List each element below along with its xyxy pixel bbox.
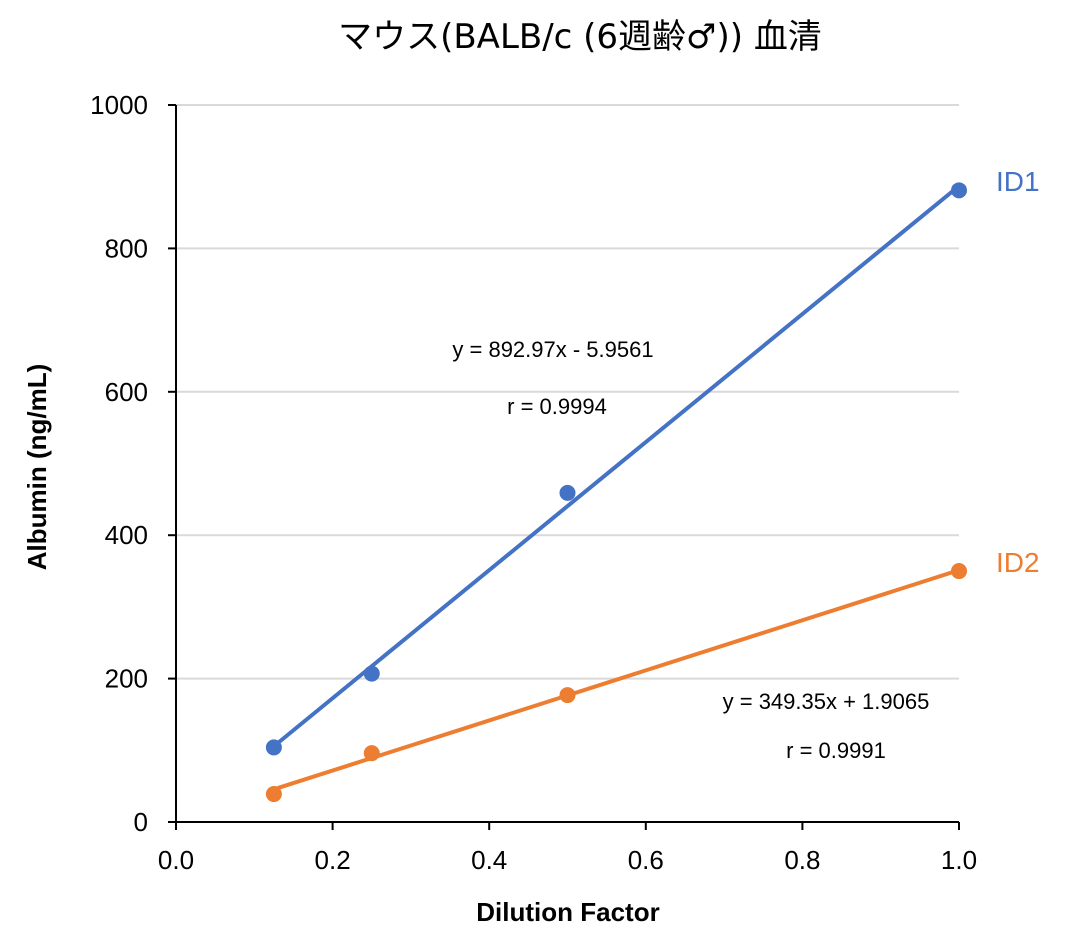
x-tick-label: 1.0 — [941, 845, 977, 875]
point-id2 — [363, 745, 380, 762]
y-tick-label: 200 — [105, 664, 148, 694]
id1-r-value: r = 0.9994 — [507, 394, 607, 419]
point-id1 — [363, 665, 380, 682]
x-tick-label: 0.8 — [784, 845, 820, 875]
y-tick-label: 400 — [105, 520, 148, 550]
y-tick-label: 600 — [105, 377, 148, 407]
trendline-id1 — [271, 184, 961, 749]
series-label-id2: ID2 — [996, 547, 1040, 578]
id1-equation: y = 892.97x - 5.9561 — [452, 337, 653, 362]
y-tick-label: 800 — [105, 233, 148, 263]
x-tick-label: 0.6 — [628, 845, 664, 875]
y-tick-label: 1000 — [90, 90, 148, 120]
x-tick-label: 0.2 — [315, 845, 351, 875]
y-tick-label: 0 — [134, 807, 148, 837]
id2-r-value: r = 0.9991 — [786, 738, 886, 763]
series-label-id1: ID1 — [996, 166, 1040, 197]
point-id2 — [559, 687, 576, 704]
axes — [168, 104, 960, 830]
point-id2 — [951, 563, 967, 580]
x-axis-title: Dilution Factor — [476, 897, 659, 927]
y-axis-title: Albumin (ng/mL) — [22, 364, 52, 571]
point-id2 — [265, 786, 282, 803]
y-tick-labels: 0 200 400 600 800 1000 — [90, 90, 148, 837]
x-tick-labels: 0.0 0.2 0.4 0.6 0.8 1.0 — [158, 845, 977, 875]
point-id1 — [951, 182, 967, 199]
point-id1 — [265, 739, 282, 756]
point-id1 — [559, 484, 576, 501]
trendline-id2 — [271, 568, 961, 792]
trendlines — [271, 184, 961, 792]
id2-equation: y = 349.35x + 1.9065 — [723, 689, 930, 714]
x-tick-label: 0.0 — [158, 845, 194, 875]
x-tick-label: 0.4 — [471, 845, 507, 875]
chart-title: マウス(BALB/c (6週齢♂)) 血清 — [338, 17, 822, 57]
data-points — [265, 182, 967, 803]
gridlines — [176, 104, 959, 680]
